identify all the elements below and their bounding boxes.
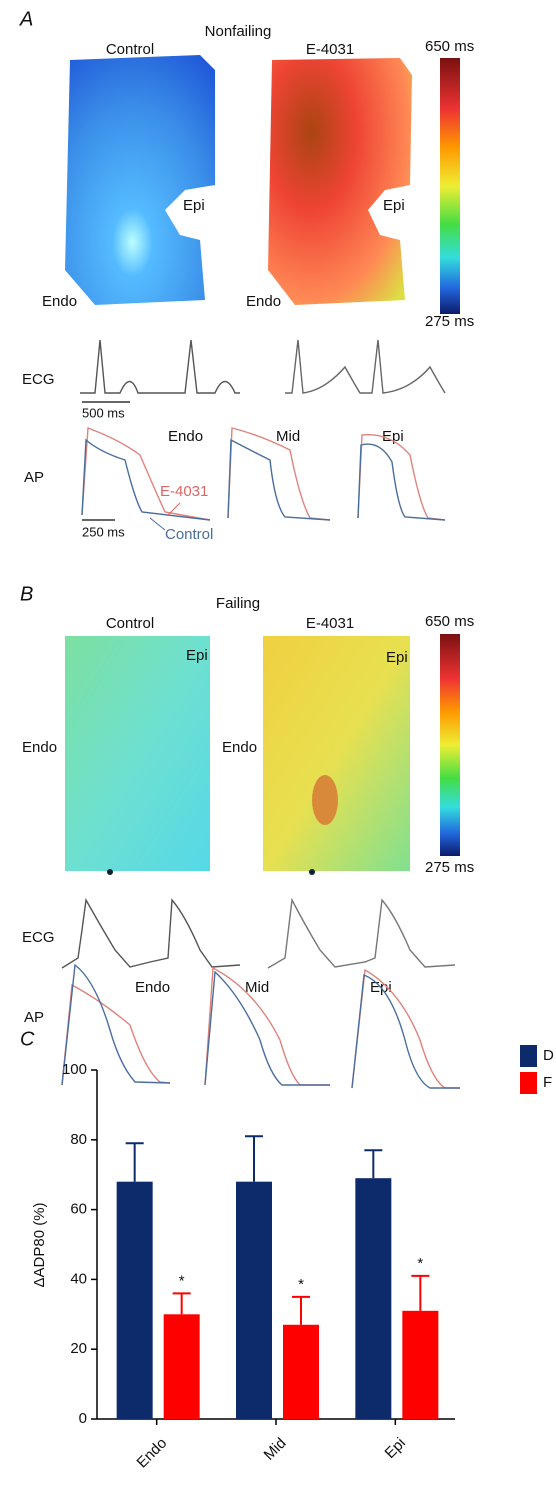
x-tick-label: Endo (133, 1435, 170, 1472)
map-label: Endo (22, 739, 57, 756)
ecg-trace (80, 340, 240, 393)
map-title: Control (106, 615, 154, 632)
map-title: E-4031 (306, 41, 354, 58)
map-label: Endo (246, 293, 281, 310)
map (268, 58, 412, 305)
significance: * (298, 1276, 304, 1293)
bar (402, 1311, 438, 1419)
colorbar (440, 634, 460, 856)
map-label: Epi (386, 649, 408, 666)
map (65, 636, 210, 871)
ecg-label: ECG (22, 929, 55, 946)
ecg-trace (285, 340, 445, 393)
region-label: Epi (382, 428, 404, 445)
map-label: Endo (42, 293, 77, 310)
bar (117, 1182, 153, 1419)
ap-label: AP (24, 1009, 44, 1026)
y-tick-label: 0 (79, 1410, 87, 1427)
ecg-label: ECG (22, 371, 55, 388)
marker (107, 869, 113, 875)
y-tick-label: 80 (70, 1131, 87, 1148)
map-title: E-4031 (306, 615, 354, 632)
legend-label: D (543, 1047, 554, 1064)
region-label: Endo (135, 979, 170, 996)
x-tick-label: Mid (261, 1435, 290, 1464)
ap-label: AP (24, 469, 44, 486)
significance: * (179, 1272, 185, 1289)
ecg-trace (268, 900, 455, 968)
ecg-trace (62, 900, 240, 968)
map-region (312, 775, 338, 825)
bar (164, 1314, 200, 1419)
legend-label: E-4031 (160, 483, 208, 500)
panel-a: A Nonfailing Control E-4031 Epi Endo Epi… (19, 8, 474, 543)
bar-chart: C ΔADP80 (%) 0 20 40 60 80 100 Endo * Mid * Epi * DF (20, 1028, 554, 1471)
arrow (150, 518, 165, 530)
colorbar-label: 275 ms (425, 313, 474, 330)
legend-label: Control (165, 526, 213, 543)
panel-title: Failing (216, 595, 260, 612)
panel-b: B Failing Control E-4031 Epi Endo Epi En… (20, 583, 474, 1088)
significance: * (417, 1255, 423, 1272)
y-tick-label: 100 (62, 1061, 87, 1078)
colorbar-label: 650 ms (425, 38, 474, 55)
map-label: Epi (183, 197, 205, 214)
ap-trace (352, 970, 460, 1088)
y-axis-label: ΔADP80 (%) (31, 1202, 48, 1287)
legend-swatch (520, 1045, 537, 1067)
bar (283, 1325, 319, 1419)
ap-trace (358, 435, 445, 520)
panel-label: B (20, 583, 33, 605)
y-tick-label: 20 (70, 1340, 87, 1357)
bar (355, 1178, 391, 1419)
bar (236, 1182, 272, 1419)
panel-label: A (19, 8, 33, 30)
ap-trace (82, 440, 210, 520)
ap-trace (228, 440, 330, 520)
map-label: Endo (222, 739, 257, 756)
map (65, 55, 215, 305)
colorbar-label: 650 ms (425, 613, 474, 630)
region-label: Mid (245, 979, 269, 996)
figure: A Nonfailing Control E-4031 Epi Endo Epi… (0, 0, 556, 1502)
colorbar (440, 58, 460, 314)
y-tick-label: 40 (70, 1270, 87, 1287)
legend-label: F (543, 1074, 552, 1091)
map-title: Control (106, 41, 154, 58)
map-label: Epi (383, 197, 405, 214)
region-label: Mid (276, 428, 300, 445)
ap-trace (358, 444, 445, 520)
panel-title: Nonfailing (205, 23, 272, 40)
scale-label: 500 ms (82, 405, 125, 420)
map (263, 636, 410, 871)
scale-label: 250 ms (82, 524, 125, 539)
ap-trace (352, 975, 460, 1088)
panel-label: C (20, 1028, 35, 1050)
map-label: Epi (186, 647, 208, 664)
legend-swatch (520, 1072, 537, 1094)
y-tick-label: 60 (70, 1201, 87, 1218)
x-tick-label: Epi (382, 1435, 409, 1462)
colorbar-label: 275 ms (425, 859, 474, 876)
region-label: Endo (168, 428, 203, 445)
marker (309, 869, 315, 875)
